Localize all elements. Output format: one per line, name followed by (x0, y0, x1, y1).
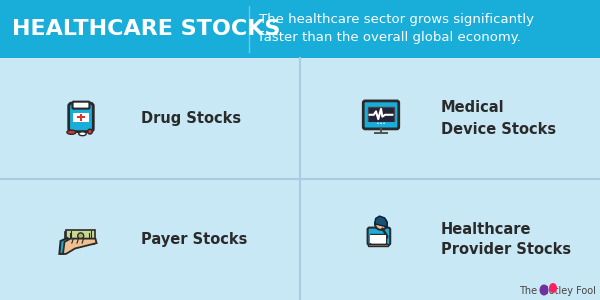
Ellipse shape (539, 284, 548, 296)
Circle shape (383, 122, 385, 124)
FancyArrow shape (67, 230, 95, 242)
Text: Healthcare
Provider Stocks: Healthcare Provider Stocks (441, 221, 571, 257)
Text: HEALTHCARE STOCKS: HEALTHCARE STOCKS (12, 19, 280, 39)
Bar (0, 58, 600, 300)
FancyArrow shape (65, 232, 94, 244)
Text: The healthcare sector grows significantly
faster than the overall global economy: The healthcare sector grows significantl… (259, 14, 534, 44)
Bar (365, 122, 397, 124)
Text: Medical
Device Stocks: Medical Device Stocks (441, 100, 556, 136)
Bar (368, 244, 388, 246)
Circle shape (78, 233, 84, 239)
Bar (0, 0, 600, 58)
Circle shape (88, 129, 92, 134)
Bar (380, 127, 382, 132)
Ellipse shape (549, 283, 557, 293)
Circle shape (377, 122, 379, 124)
Text: The Motley Fool: The Motley Fool (519, 286, 596, 296)
Bar (370, 234, 386, 244)
Bar (77, 116, 85, 118)
Bar (379, 227, 383, 231)
Circle shape (386, 236, 388, 239)
FancyBboxPatch shape (363, 101, 399, 129)
Bar (374, 132, 388, 134)
Bar (368, 107, 394, 123)
Bar (80, 114, 82, 121)
Polygon shape (59, 238, 72, 254)
Bar (370, 235, 386, 243)
Text: Drug Stocks: Drug Stocks (141, 111, 241, 126)
Polygon shape (375, 216, 387, 227)
Ellipse shape (67, 130, 76, 134)
Text: Payer Stocks: Payer Stocks (141, 232, 247, 247)
FancyBboxPatch shape (73, 102, 89, 109)
Circle shape (375, 218, 387, 230)
Circle shape (380, 122, 382, 124)
Ellipse shape (79, 132, 86, 136)
FancyBboxPatch shape (69, 103, 94, 132)
FancyBboxPatch shape (368, 228, 390, 245)
Polygon shape (63, 238, 97, 254)
Bar (73, 113, 89, 122)
